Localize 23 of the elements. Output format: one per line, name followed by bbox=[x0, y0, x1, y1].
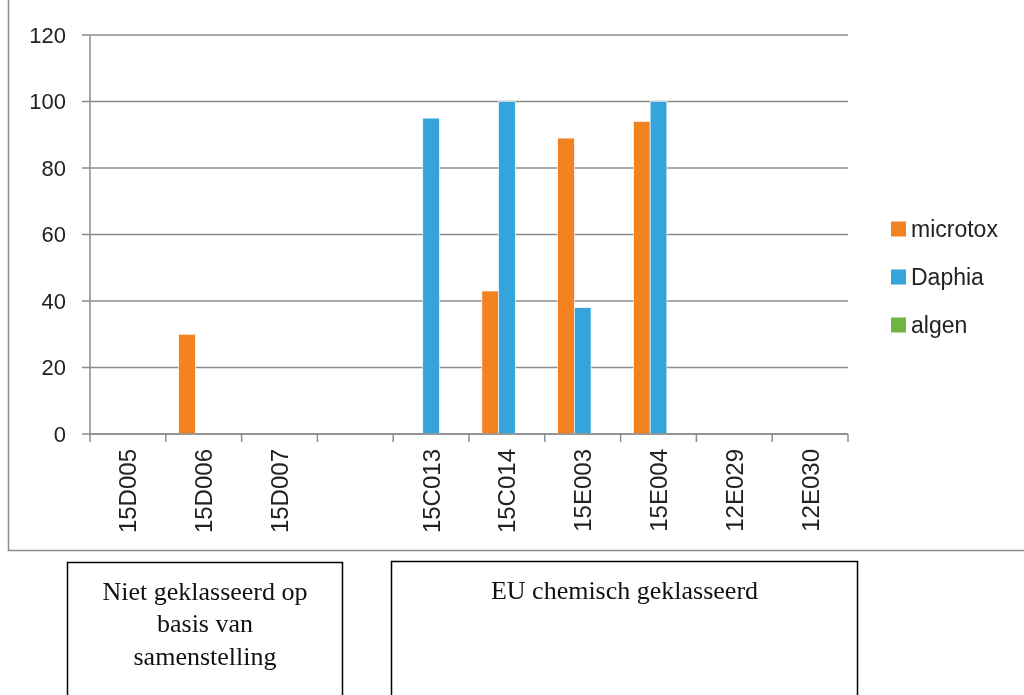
y-tick-label: 120 bbox=[29, 22, 66, 48]
y-tick-label: 0 bbox=[53, 421, 66, 447]
x-tick-label: 15D007 bbox=[265, 449, 293, 534]
legend-label: algen bbox=[911, 312, 968, 339]
x-tick-label: 12E030 bbox=[796, 449, 824, 532]
y-tick-label: 80 bbox=[41, 155, 66, 181]
x-tick-label: 12E029 bbox=[720, 449, 748, 532]
y-tick-label: 100 bbox=[29, 89, 66, 115]
y-tick-label: 60 bbox=[41, 222, 66, 248]
y-tick-label: 20 bbox=[41, 355, 66, 381]
legend-label: microtox bbox=[911, 216, 999, 243]
bar bbox=[178, 333, 196, 435]
x-tick-label: 15D005 bbox=[114, 449, 142, 534]
text: Niet geklasseerd op basis van samenstelling bbox=[102, 576, 308, 671]
x-tick-label: 15C013 bbox=[417, 449, 445, 534]
x-tick-label: 15D006 bbox=[190, 449, 218, 534]
y-tick-label: 40 bbox=[41, 288, 66, 314]
x-tick-label: 15E003 bbox=[569, 449, 597, 532]
x-tick-label: 15E004 bbox=[644, 449, 672, 532]
legend-label: Daphia bbox=[911, 264, 985, 291]
text: EU chemisch geklasseerd bbox=[490, 575, 759, 605]
bar bbox=[422, 117, 440, 435]
x-tick-label: 15C014 bbox=[493, 449, 521, 534]
